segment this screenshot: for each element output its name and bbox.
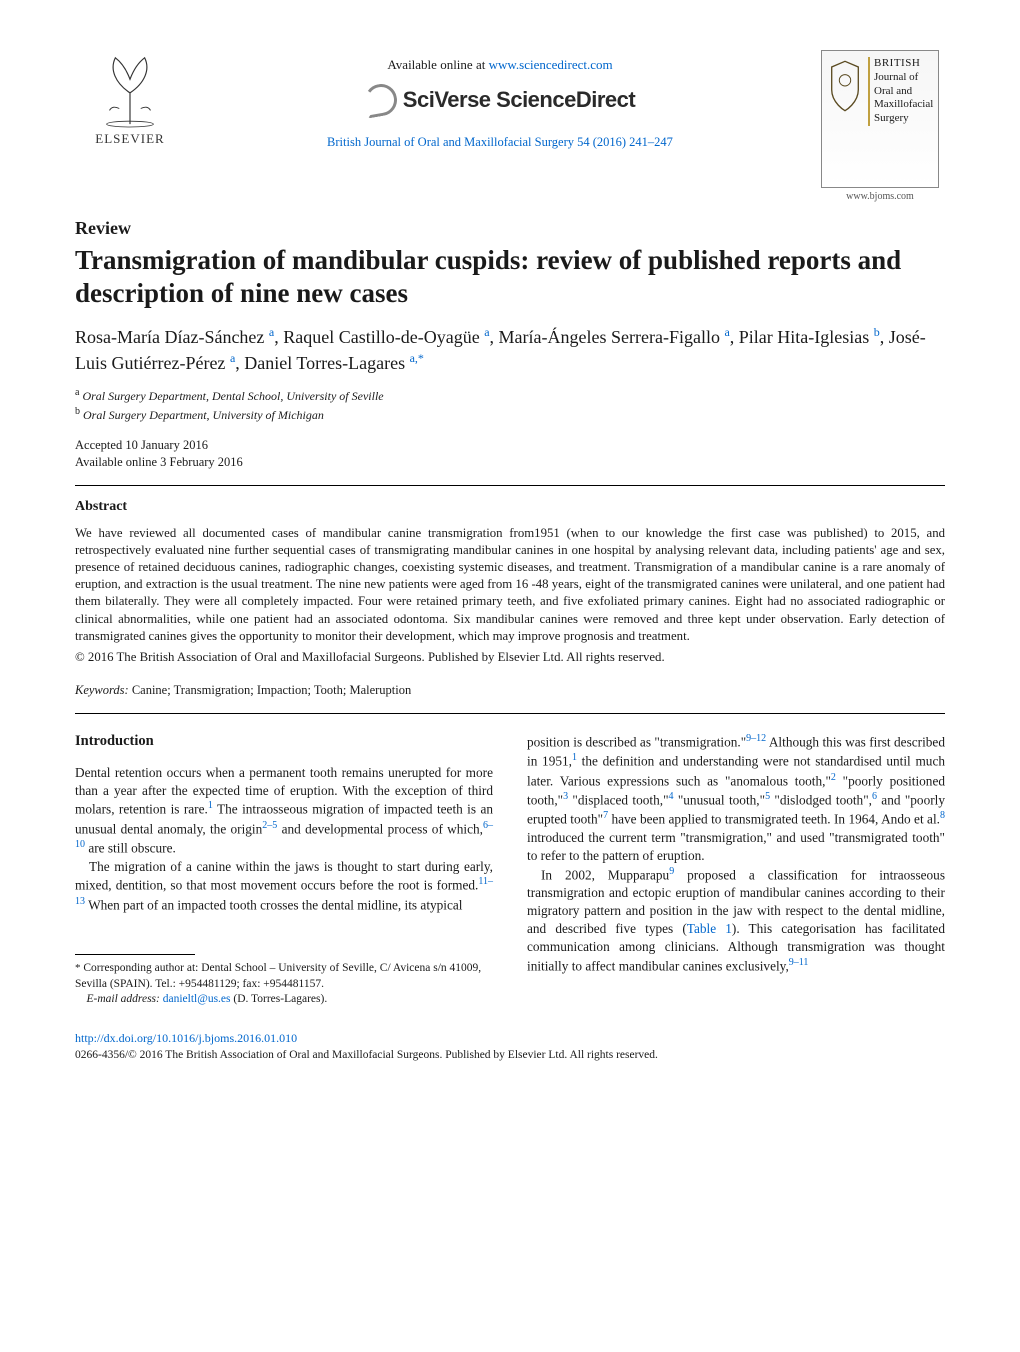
footnote-separator (75, 954, 195, 955)
available-online-line: Available online at www.sciencedirect.co… (185, 56, 815, 74)
keywords-values: Canine; Transmigration; Impaction; Tooth… (132, 683, 411, 697)
available-online-prefix: Available online at (387, 57, 488, 72)
cover-line-1: Journal of (874, 71, 933, 85)
keywords-line: Keywords: Canine; Transmigration; Impact… (75, 682, 945, 699)
author-affiliation-marker: a (484, 325, 489, 339)
intro-para-3: position is described as "transmigration… (527, 732, 945, 865)
author-name: Pilar Hita-Iglesias (739, 327, 874, 347)
abstract-copyright: © 2016 The British Association of Oral a… (75, 649, 945, 666)
journal-cover-block: BRITISH Journal of Oral and Maxillofacia… (815, 50, 945, 204)
abstract-heading: Abstract (75, 498, 945, 517)
rule-below-keywords (75, 713, 945, 714)
article-type: Review (75, 216, 945, 240)
center-header: Available online at www.sciencedirect.co… (185, 50, 815, 150)
keywords-label: Keywords: (75, 683, 129, 697)
r1g: "dislodged tooth", (770, 793, 872, 808)
author-name: Raquel Castillo-de-Oyagüe (283, 327, 484, 347)
author-affiliation-marker: a (230, 351, 235, 365)
section-heading-introduction: Introduction (75, 732, 493, 752)
corr-email-link[interactable]: danieltl@us.es (163, 993, 231, 1005)
email-label: E-mail address: (87, 993, 160, 1005)
history-dates: Accepted 10 January 2016 Available onlin… (75, 437, 945, 471)
intro-para-4: In 2002, Mupparapu9 proposed a classific… (527, 865, 945, 975)
journal-cover-image: BRITISH Journal of Oral and Maxillofacia… (821, 50, 939, 188)
email-footnote: E-mail address: danieltl@us.es (D. Torre… (75, 992, 493, 1008)
author-affiliation-marker: a,* (410, 351, 424, 365)
footer-copyright: 0266-4356/© 2016 The British Association… (75, 1048, 945, 1064)
cover-line-3: Maxillofacial (874, 98, 933, 112)
article-title: Transmigration of mandibular cuspids: re… (75, 244, 945, 310)
platform-name: SciVerse ScienceDirect (403, 85, 635, 115)
author-list: Rosa-María Díaz-Sánchez a, Raquel Castil… (75, 324, 945, 376)
accepted-date: Accepted 10 January 2016 (75, 437, 945, 454)
journal-cover-title: BRITISH Journal of Oral and Maxillofacia… (868, 57, 933, 126)
sciencedirect-link[interactable]: www.sciencedirect.com (489, 57, 613, 72)
p3a: The migration of a canine within the jaw… (75, 859, 493, 893)
r1a: position is described as "transmigration… (527, 734, 746, 749)
online-date: Available online 3 February 2016 (75, 454, 945, 471)
cover-line-2: Oral and (874, 85, 933, 99)
p2c: are still obscure. (85, 841, 176, 856)
publisher-name: ELSEVIER (95, 130, 164, 148)
author-name: María-Ángeles Serrera-Figallo (499, 327, 725, 347)
email-who: (D. Torres-Lagares). (231, 993, 328, 1005)
cover-line-4: Surgery (874, 112, 933, 126)
crest-icon (826, 57, 864, 115)
elsevier-tree-icon (95, 50, 165, 128)
abstract-text: We have reviewed all documented cases of… (75, 525, 945, 645)
cite-ref[interactable]: 2–5 (262, 820, 277, 831)
r2a: In 2002, Mupparapu (541, 867, 669, 882)
publisher-logo-block: ELSEVIER (75, 50, 185, 148)
intro-para-2: The migration of a canine within the jaw… (75, 858, 493, 915)
r1i: have been applied to transmigrated teeth… (608, 812, 940, 827)
affiliation-a: a Oral Surgery Department, Dental School… (75, 386, 945, 404)
journal-header: ELSEVIER Available online at www.science… (75, 50, 945, 204)
affiliation-b-text: Oral Surgery Department, University of M… (83, 408, 324, 422)
corresponding-author-footnote: * Corresponding author at: Dental School… (75, 961, 493, 992)
table-ref-link[interactable]: Table 1 (687, 921, 732, 936)
author-name: Rosa-María Díaz-Sánchez (75, 327, 269, 347)
intro-para-1: Dental retention occurs when a permanent… (75, 764, 493, 858)
cite-ref[interactable]: 8 (940, 810, 945, 821)
body-columns: Introduction Dental retention occurs whe… (75, 732, 945, 1008)
author-affiliation-marker: b (874, 325, 880, 339)
r1f: "unusual tooth," (674, 793, 766, 808)
r1e: "displaced tooth," (568, 793, 668, 808)
affiliation-a-text: Oral Surgery Department, Dental School, … (82, 389, 383, 403)
sciverse-swirl-icon (362, 81, 399, 118)
cite-ref[interactable]: 9–12 (746, 733, 766, 744)
platform-logo: SciVerse ScienceDirect (185, 84, 815, 116)
p3b: When part of an impacted tooth crosses t… (85, 897, 463, 912)
author-name: Daniel Torres-Lagares (244, 353, 409, 373)
author-affiliation-marker: a (269, 325, 274, 339)
affiliation-b: b Oral Surgery Department, University of… (75, 405, 945, 423)
corr-label: Corresponding author at: (83, 962, 198, 974)
doi-link[interactable]: http://dx.doi.org/10.1016/j.bjoms.2016.0… (75, 1030, 945, 1046)
journal-citation: British Journal of Oral and Maxillofacia… (185, 134, 815, 151)
r1j: introduced the current term "transmigrat… (527, 830, 945, 863)
left-column: Introduction Dental retention occurs whe… (75, 732, 493, 1008)
cite-ref[interactable]: 9–11 (789, 957, 809, 968)
rule-above-abstract (75, 485, 945, 486)
cover-word-british: BRITISH (874, 57, 933, 71)
right-column: position is described as "transmigration… (527, 732, 945, 1008)
cite-ref[interactable]: 1 (208, 800, 213, 811)
star-icon: * (75, 962, 81, 974)
p2b: and developmental process of which, (277, 821, 483, 836)
journal-site-url[interactable]: www.bjoms.com (846, 190, 914, 204)
author-affiliation-marker: a (724, 325, 729, 339)
